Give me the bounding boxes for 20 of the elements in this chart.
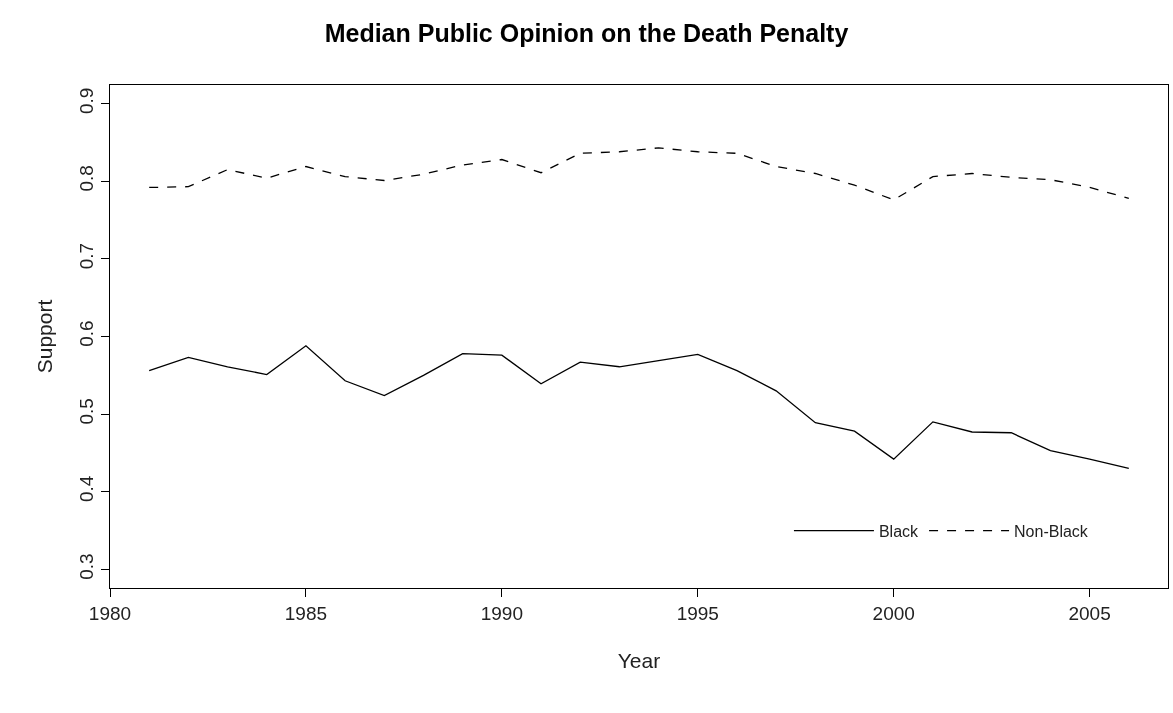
y-tick-label: 0.4 — [76, 475, 98, 503]
y-tick-label: 0.7 — [76, 242, 98, 270]
legend-label: Non-Black — [1014, 522, 1089, 540]
x-tick-label: 1980 — [88, 602, 132, 624]
y-tick-label: 0.3 — [76, 553, 98, 580]
y-tick-label: 0.6 — [76, 320, 98, 347]
line-series — [148, 147, 1130, 201]
line-series — [148, 345, 1130, 470]
y-tick-label: 0.9 — [76, 87, 98, 114]
x-tick-label: 2005 — [1068, 602, 1111, 624]
x-tick-label: 1985 — [284, 602, 328, 624]
chart-title: Median Public Opinion on the Death Penalty — [324, 19, 849, 48]
x-tick-label: 2000 — [872, 602, 915, 624]
y-tick-label: 0.5 — [76, 398, 98, 425]
x-axis-title: Year — [617, 649, 661, 672]
y-tick-label: 0.8 — [76, 165, 98, 192]
x-tick-label: 1990 — [480, 602, 523, 624]
x-tick-label: 1995 — [676, 602, 719, 624]
legend-label: Black — [878, 522, 920, 540]
y-axis-title: Support — [32, 299, 56, 374]
